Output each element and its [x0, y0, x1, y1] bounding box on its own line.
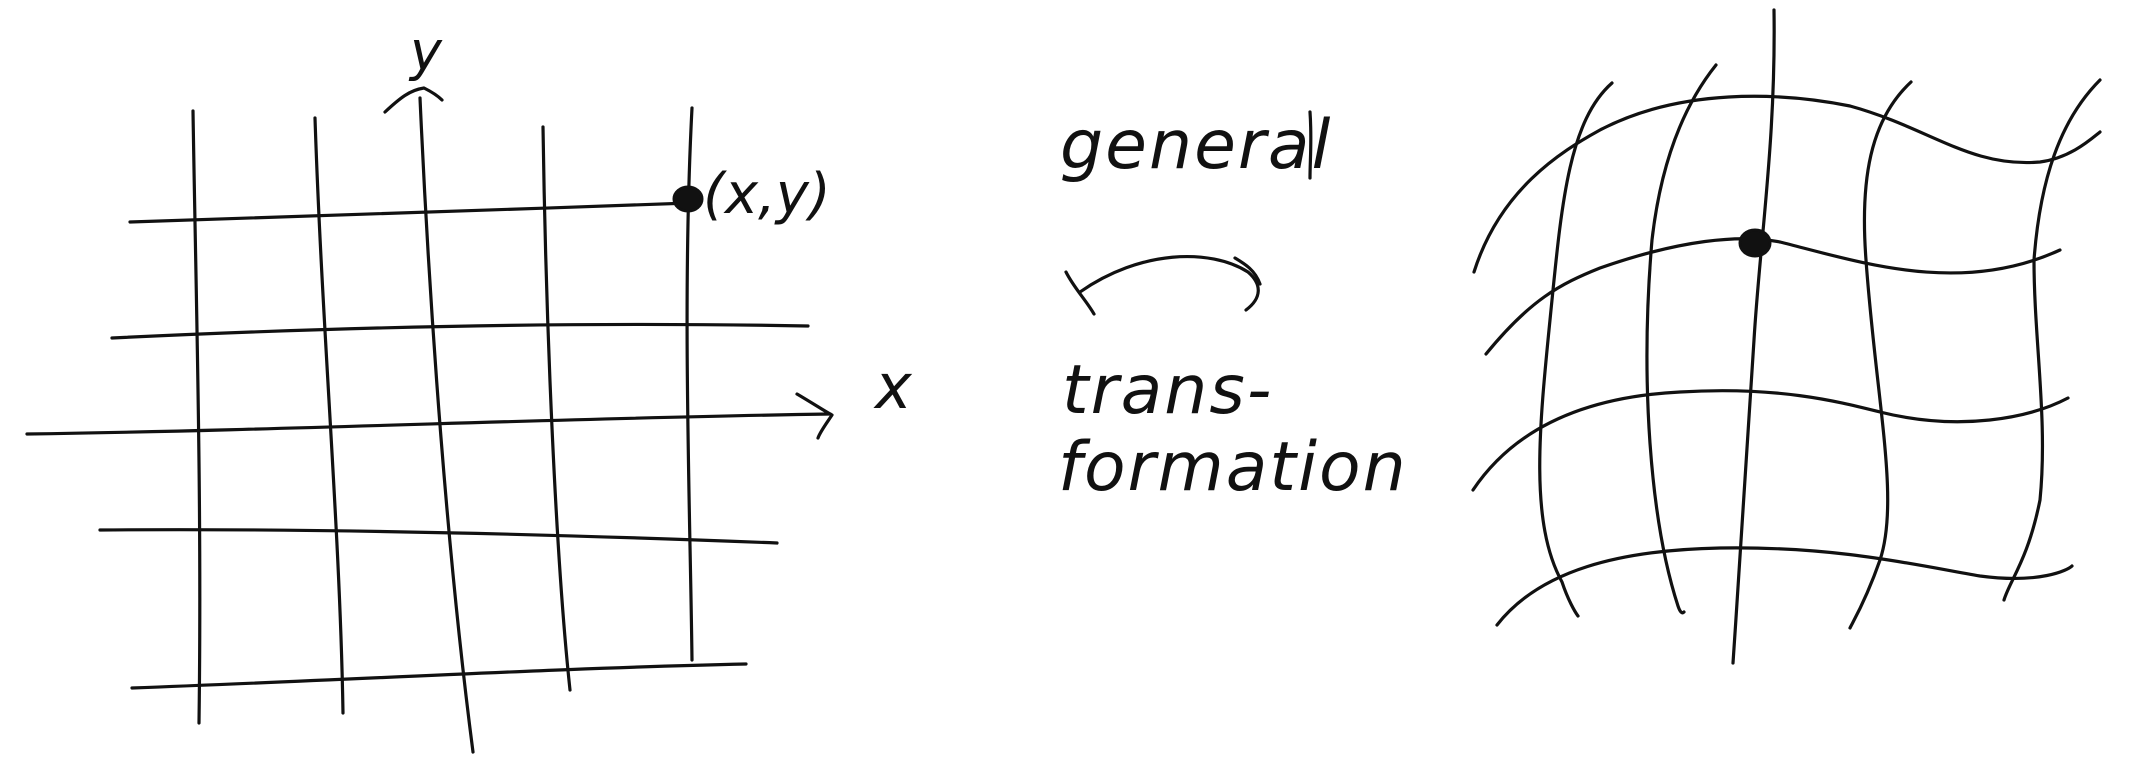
point-marker-right [1738, 228, 1772, 258]
warped-v-line-1 [1538, 81, 1614, 618]
caption-line-formation: formation [1058, 428, 1408, 507]
x-axis-line [25, 412, 832, 436]
warped-h-line-2 [1484, 237, 2062, 356]
warped-grid [1471, 8, 2102, 665]
grid-h-line-2 [110, 322, 810, 340]
point-marker-left [672, 185, 704, 213]
x-axis-arrowhead [795, 392, 834, 440]
transformation-arrow-icon [1078, 254, 1260, 312]
y-axis-label: y [408, 20, 443, 83]
caption-line-trans: trans- [1062, 351, 1273, 430]
grid-h-line-1 [128, 201, 692, 224]
point-label: (x,y) [703, 162, 831, 227]
warped-v-line-center [1731, 8, 1776, 665]
grid-v-line-2 [313, 116, 345, 715]
y-axis-line [418, 96, 475, 754]
grid-h-line-3 [98, 528, 779, 545]
grid-h-line-4 [130, 662, 748, 690]
axes [25, 86, 834, 754]
warped-v-line-2 [1645, 63, 1718, 615]
warped-h-line-1 [1472, 94, 2102, 274]
x-axis-label: x [873, 350, 913, 423]
transformation-arrow-tail-icon [1233, 256, 1262, 286]
warped-v-line-4 [2002, 78, 2102, 602]
grid-v-line-3 [541, 125, 572, 692]
warped-v-line-3 [1848, 80, 1913, 630]
warped-h-line-4 [1495, 546, 2074, 627]
y-axis-arrowhead [383, 86, 444, 114]
transformation-arrow-head-icon [1064, 270, 1096, 316]
general-l-stroke [1308, 110, 1313, 180]
warped-h-line-3 [1471, 389, 2070, 492]
grid-v-line-1 [191, 109, 202, 725]
caption-line-general: general [1060, 106, 1332, 185]
